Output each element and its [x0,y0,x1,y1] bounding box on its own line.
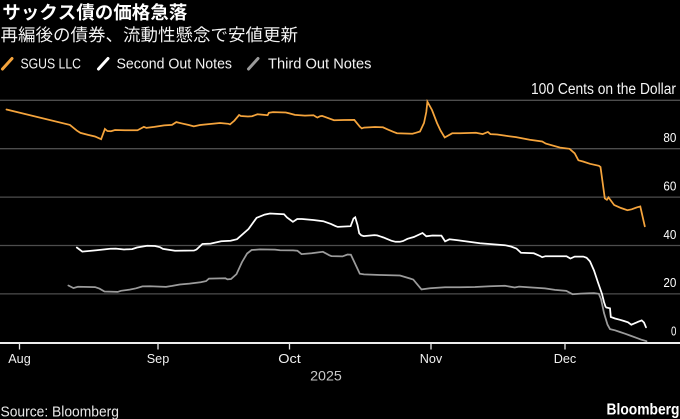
svg-text:2025: 2025 [310,368,342,384]
svg-text:Second Out Notes: Second Out Notes [117,56,233,73]
svg-text:Source: Bloomberg: Source: Bloomberg [1,404,120,419]
svg-text:60: 60 [663,178,676,193]
svg-text:100 Cents on the Dollar: 100 Cents on the Dollar [531,81,676,98]
svg-text:80: 80 [663,130,676,145]
svg-text:Nov: Nov [420,351,443,366]
svg-text:0: 0 [671,324,676,339]
svg-text:Dec: Dec [554,351,577,366]
svg-text:SGUS LLC: SGUS LLC [21,56,82,73]
svg-text:Sep: Sep [147,351,170,366]
svg-text:Third Out Notes: Third Out Notes [268,56,372,73]
svg-text:40: 40 [663,227,676,242]
svg-text:Bloomberg: Bloomberg [607,402,680,419]
svg-text:Oct: Oct [278,351,301,366]
svg-text:Aug: Aug [8,351,31,366]
svg-text:20: 20 [663,275,676,290]
